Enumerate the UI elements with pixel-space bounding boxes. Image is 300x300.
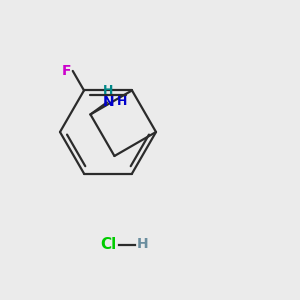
Text: H: H — [117, 95, 127, 108]
Text: N: N — [103, 94, 114, 109]
Text: Cl: Cl — [100, 237, 116, 252]
Text: H: H — [103, 84, 114, 97]
Text: F: F — [62, 64, 71, 78]
Text: H: H — [137, 238, 148, 251]
